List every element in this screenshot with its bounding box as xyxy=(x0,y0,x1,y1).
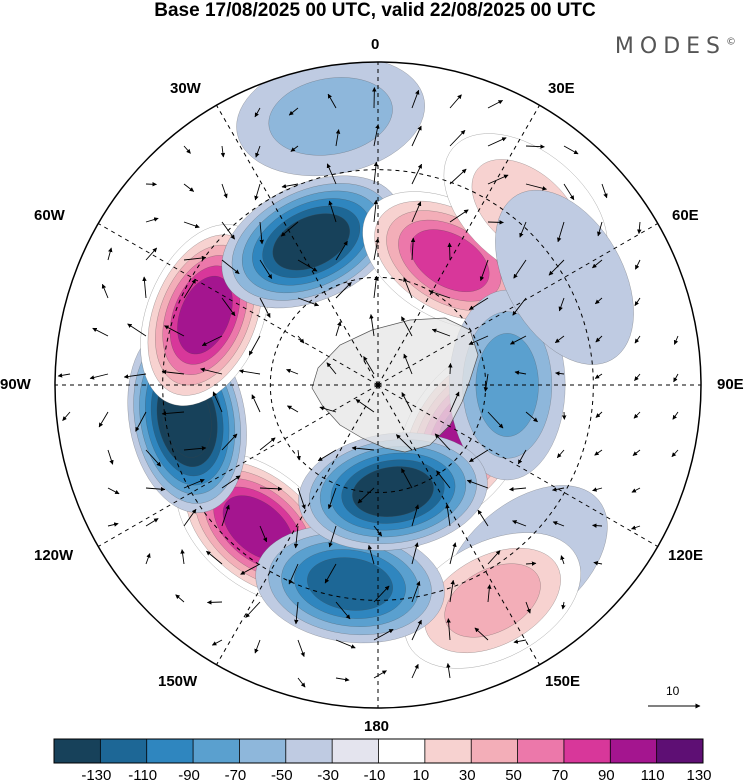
lon-label-30w: 30W xyxy=(170,80,201,97)
colorbar-swatch xyxy=(518,739,565,763)
colorbar-swatch xyxy=(239,739,286,763)
reference-vector-label: 10 xyxy=(666,684,679,698)
colorbar-tick-label: -90 xyxy=(178,767,200,784)
wind-vector xyxy=(207,602,222,603)
colorbar-swatch xyxy=(610,739,657,763)
colorbar-tick-label: -110 xyxy=(128,767,157,784)
colorbar-swatch xyxy=(471,739,518,763)
lon-label-150e: 150E xyxy=(545,673,580,690)
lon-label-90w: 90W xyxy=(0,376,31,393)
colorbar-swatch xyxy=(657,739,704,763)
colorbar-swatch xyxy=(193,739,240,763)
lon-label-120w: 120W xyxy=(34,547,73,564)
colorbar-swatch xyxy=(147,739,194,763)
lon-label-60e: 60E xyxy=(672,207,699,224)
lon-label-0: 0 xyxy=(371,36,379,53)
wind-vector xyxy=(450,363,451,374)
colorbar-tick-label: -70 xyxy=(225,767,247,784)
colorbar-swatch xyxy=(54,739,101,763)
lon-label-180: 180 xyxy=(364,718,389,735)
colorbar-tick-label: -30 xyxy=(317,767,339,784)
colorbar-tick-label: -10 xyxy=(364,767,386,784)
colorbar-tick-label: 10 xyxy=(413,767,430,784)
colorbar-swatch xyxy=(379,739,426,763)
colorbar-tick-label: -130 xyxy=(81,767,111,784)
wind-vector xyxy=(488,222,503,223)
colorbar-swatch xyxy=(425,739,472,763)
colorbar-tick-label: -50 xyxy=(271,767,293,784)
lon-label-30e: 30E xyxy=(548,80,575,97)
colorbar-tick-label: 50 xyxy=(505,767,522,784)
colorbar-tick-label: 130 xyxy=(686,767,711,784)
lon-label-60w: 60W xyxy=(34,207,65,224)
colorbar-swatch xyxy=(332,739,379,763)
colorbar xyxy=(54,739,704,763)
colorbar-tick-label: 70 xyxy=(552,767,569,784)
colorbar-swatch xyxy=(564,739,611,763)
colorbar-tick-label: 110 xyxy=(641,767,665,784)
colorbar-swatch xyxy=(100,739,147,763)
south-pole-marker xyxy=(376,383,381,388)
colorbar-tick-label: 30 xyxy=(459,767,476,784)
lon-label-90e: 90E xyxy=(717,376,744,393)
lon-label-120e: 120E xyxy=(668,547,703,564)
colorbar-tick-label: 90 xyxy=(598,767,615,784)
wind-vector xyxy=(450,243,451,260)
lon-label-150w: 150W xyxy=(158,673,197,690)
colorbar-swatch xyxy=(286,739,333,763)
